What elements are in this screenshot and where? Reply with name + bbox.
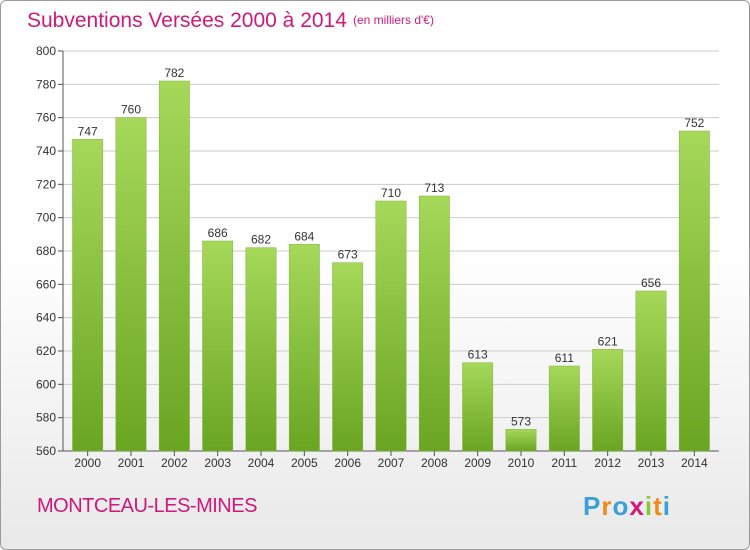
- x-tick-label: 2010: [508, 456, 535, 470]
- bar-value-label: 686: [208, 226, 228, 240]
- bar: [245, 247, 277, 452]
- bar: [462, 362, 494, 452]
- bar-value-label: 782: [164, 66, 184, 80]
- bar: [505, 429, 537, 452]
- y-tick-label: 760: [36, 111, 56, 125]
- logo-letter: x: [629, 491, 645, 521]
- x-tick-label: 2003: [204, 456, 231, 470]
- bar: [332, 262, 364, 452]
- bar-value-label: 613: [468, 348, 488, 362]
- bar-value-label: 760: [121, 103, 141, 117]
- bar: [288, 244, 320, 452]
- city-name: MONTCEAU-LES-MINES: [37, 495, 257, 517]
- x-tick-label: 2001: [118, 456, 145, 470]
- bar-value-label: 673: [338, 248, 358, 262]
- bar: [115, 117, 147, 452]
- bar: [375, 200, 407, 452]
- y-tick-label: 680: [36, 244, 56, 258]
- proxiti-logo: Proxiti: [583, 491, 671, 522]
- bar: [548, 365, 580, 452]
- x-tick-label: 2005: [291, 456, 318, 470]
- bar-value-label: 573: [511, 414, 531, 428]
- bar-value-label: 684: [294, 229, 314, 243]
- y-tick-label: 740: [36, 144, 56, 158]
- bar-value-label: 611: [555, 351, 574, 365]
- bar: [158, 80, 190, 452]
- logo-letter: t: [653, 491, 663, 521]
- bar: [202, 240, 234, 452]
- y-tick-label: 780: [36, 77, 56, 91]
- y-tick-label: 640: [36, 311, 56, 325]
- x-tick-label: 2009: [464, 456, 491, 470]
- y-tick-label: 560: [36, 444, 56, 458]
- bar: [592, 349, 624, 452]
- y-tick-label: 660: [36, 277, 56, 291]
- bar-value-label: 682: [251, 233, 271, 247]
- bar-value-label: 747: [78, 124, 98, 138]
- x-tick-label: 2004: [248, 456, 275, 470]
- y-tick-label: 720: [36, 177, 56, 191]
- bar-value-label: 752: [684, 116, 704, 130]
- bar-value-label: 710: [381, 186, 401, 200]
- logo-letter: i: [662, 491, 671, 521]
- bar-value-label: 713: [424, 181, 444, 195]
- chart-subtitle: (en milliers d'€): [353, 13, 434, 27]
- bar: [72, 139, 104, 452]
- x-tick-label: 2002: [161, 456, 188, 470]
- bar: [635, 290, 667, 452]
- bar-value-label: 621: [598, 334, 618, 348]
- logo-letter: o: [612, 491, 630, 521]
- bar-value-label: 656: [641, 276, 661, 290]
- logo-letter: P: [583, 491, 602, 521]
- logo-letter: r: [601, 491, 613, 521]
- y-tick-label: 600: [36, 377, 56, 391]
- y-tick-label: 800: [36, 44, 56, 58]
- x-tick-label: 2006: [334, 456, 361, 470]
- x-tick-label: 2014: [681, 456, 708, 470]
- x-tick-label: 2000: [74, 456, 101, 470]
- x-tick-label: 2011: [551, 456, 577, 470]
- logo-letter: i: [644, 491, 654, 521]
- x-tick-label: 2013: [638, 456, 665, 470]
- bar: [678, 130, 710, 452]
- y-tick-label: 700: [36, 211, 56, 225]
- x-tick-label: 2012: [594, 456, 621, 470]
- x-tick-label: 2008: [421, 456, 448, 470]
- bar: [418, 195, 450, 452]
- x-tick-label: 2007: [378, 456, 405, 470]
- y-tick-label: 620: [36, 344, 56, 358]
- y-tick-label: 580: [36, 411, 56, 425]
- chart-title: Subventions Versées 2000 à 2014: [27, 9, 347, 32]
